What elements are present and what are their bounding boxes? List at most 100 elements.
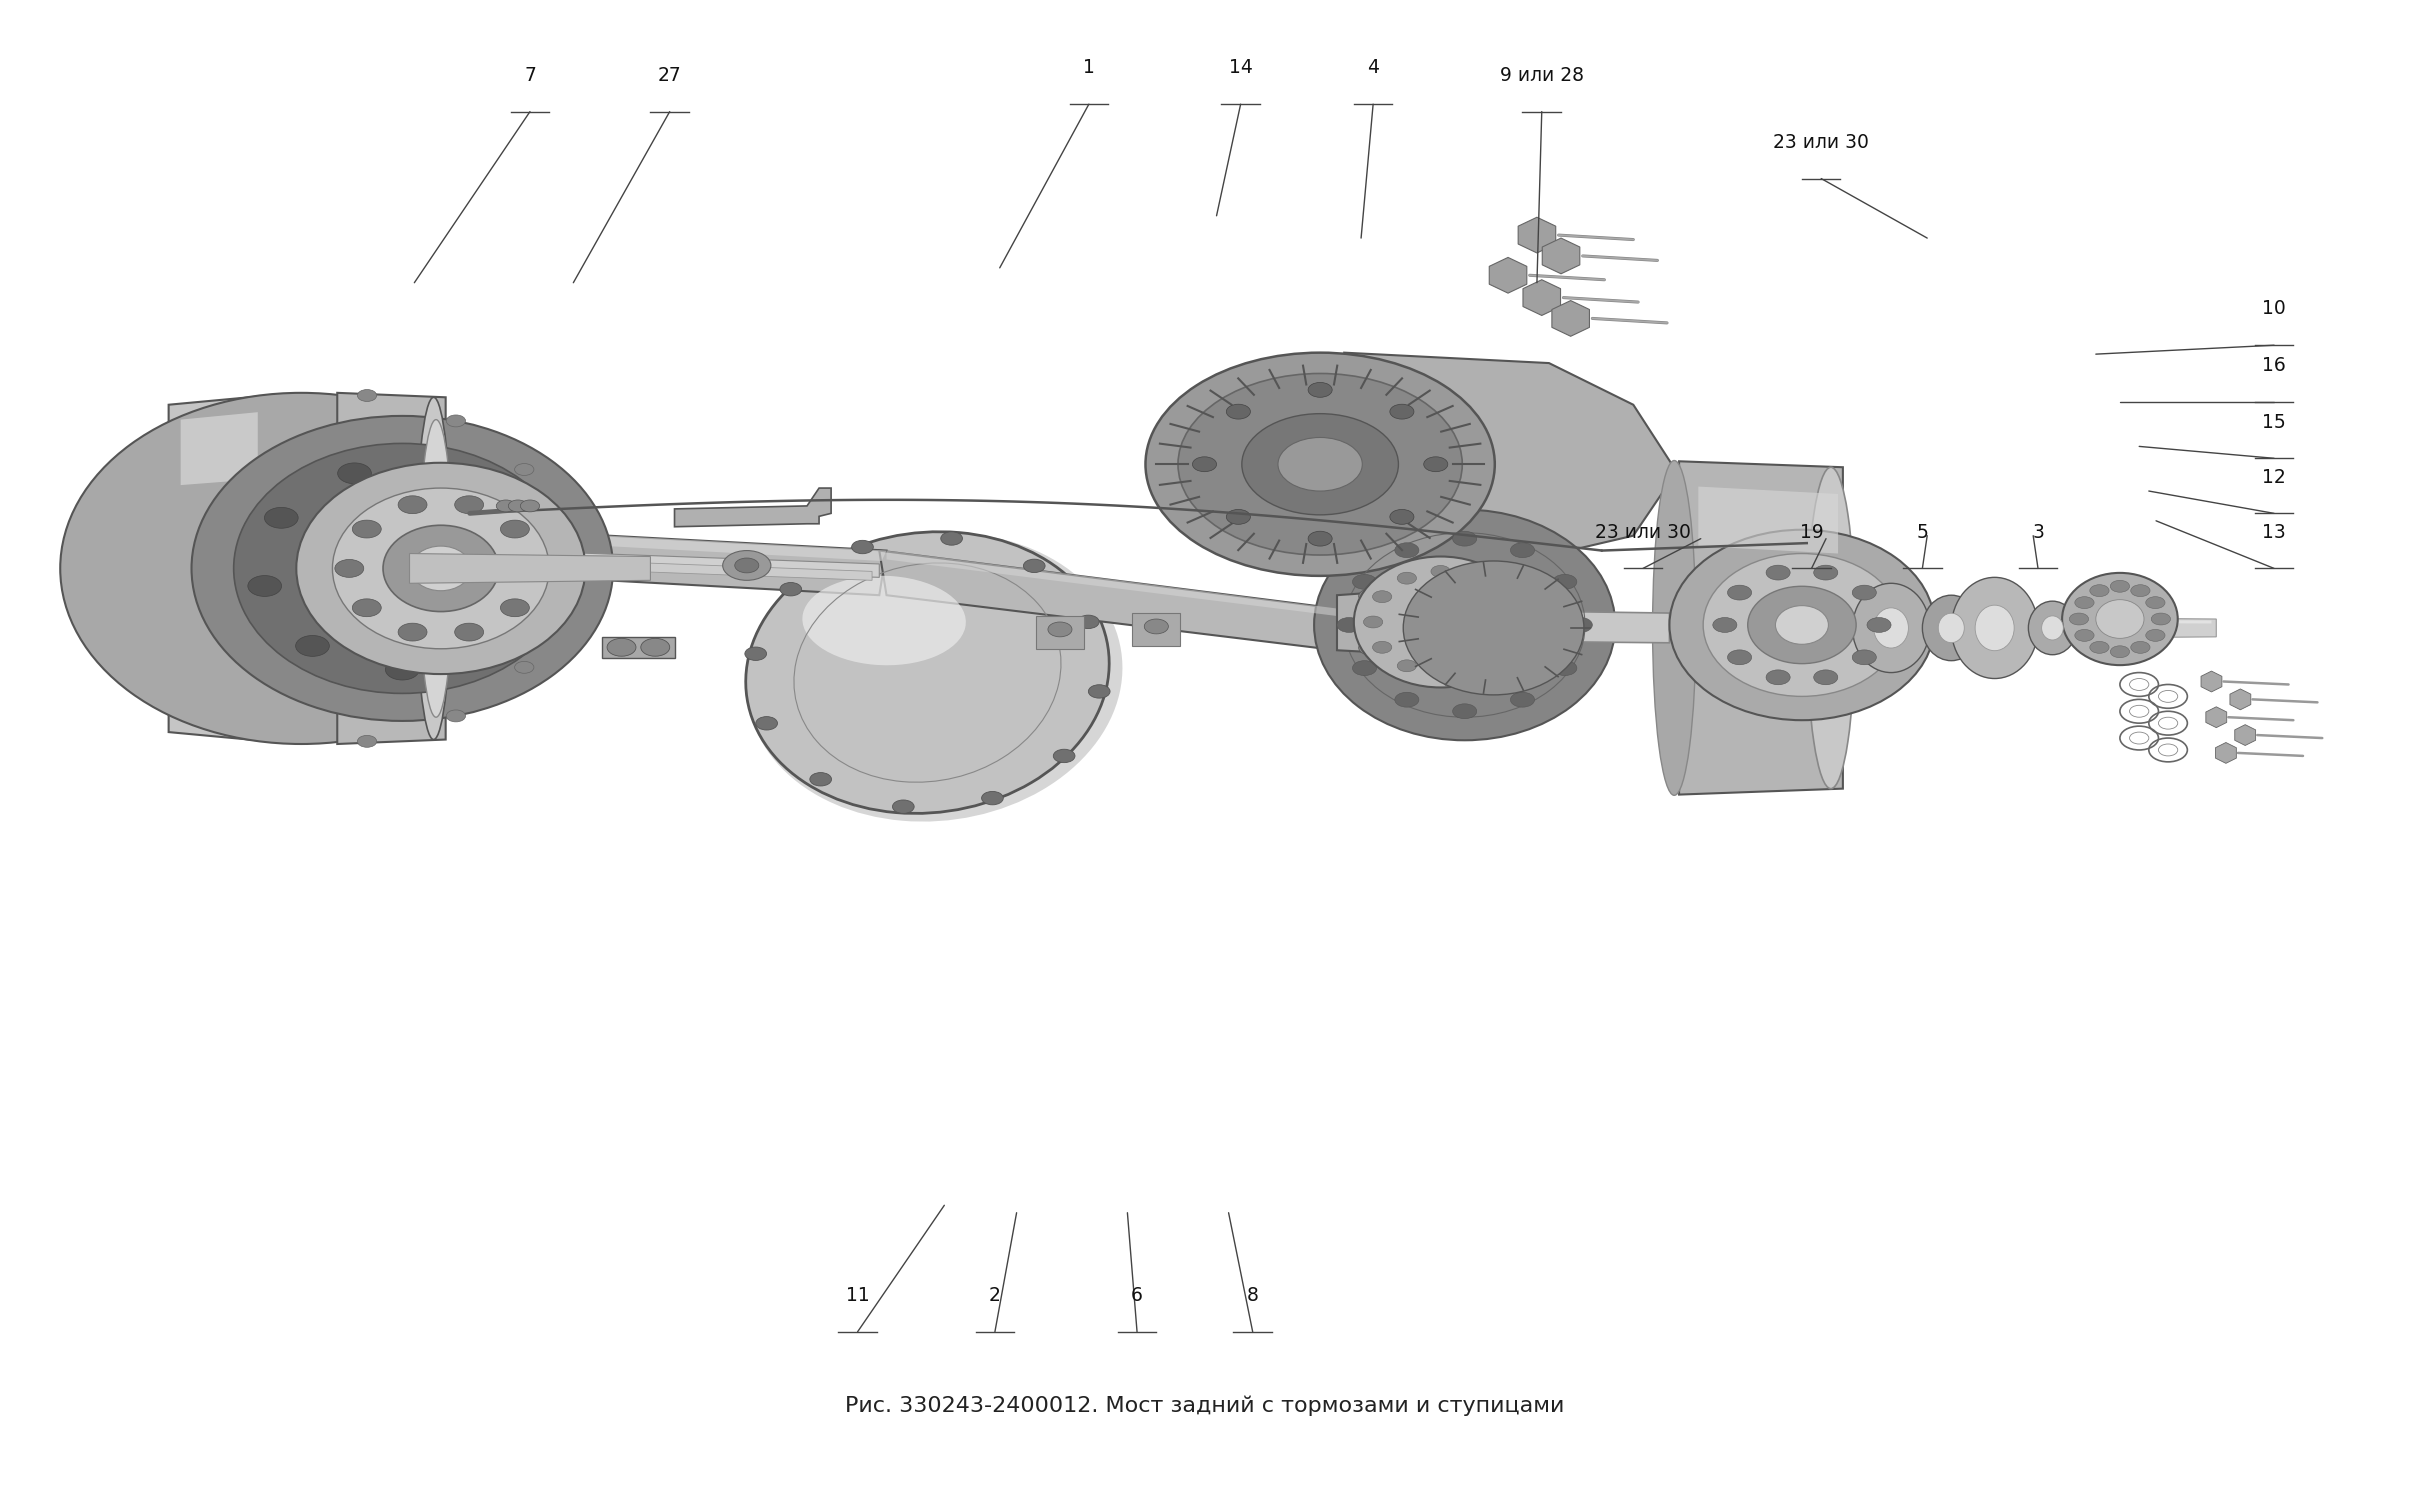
Ellipse shape: [1243, 414, 1397, 515]
Polygon shape: [1551, 301, 1590, 336]
Text: 2: 2: [990, 1286, 1000, 1305]
Text: 19: 19: [1800, 522, 1824, 542]
Circle shape: [1727, 585, 1751, 600]
Ellipse shape: [1922, 595, 1980, 661]
Circle shape: [1390, 509, 1414, 524]
Circle shape: [1395, 543, 1419, 558]
Circle shape: [2074, 629, 2093, 641]
Circle shape: [1077, 615, 1099, 628]
Circle shape: [1853, 585, 1877, 600]
Polygon shape: [2236, 725, 2255, 745]
Text: 6: 6: [1132, 1286, 1142, 1305]
Polygon shape: [2216, 743, 2236, 763]
Ellipse shape: [1703, 554, 1901, 696]
Text: 7: 7: [525, 65, 535, 85]
Ellipse shape: [2028, 601, 2077, 655]
Circle shape: [1453, 704, 1477, 719]
Polygon shape: [1838, 616, 2216, 640]
Text: 3: 3: [2033, 522, 2043, 542]
Circle shape: [2110, 646, 2130, 658]
Circle shape: [1766, 670, 1790, 684]
Circle shape: [1192, 457, 1217, 472]
Circle shape: [1053, 750, 1074, 763]
Polygon shape: [1542, 238, 1580, 274]
Ellipse shape: [1402, 561, 1585, 695]
Circle shape: [385, 659, 419, 680]
Ellipse shape: [1951, 577, 2038, 679]
Text: 8: 8: [1248, 1286, 1257, 1305]
Circle shape: [1814, 670, 1838, 684]
Polygon shape: [2202, 671, 2221, 692]
Circle shape: [1510, 543, 1535, 558]
Circle shape: [335, 559, 364, 577]
Ellipse shape: [1277, 437, 1363, 491]
Polygon shape: [1698, 487, 1838, 554]
Circle shape: [1048, 622, 1072, 637]
Ellipse shape: [234, 443, 571, 693]
Circle shape: [853, 540, 874, 554]
Ellipse shape: [1853, 583, 1930, 673]
Polygon shape: [181, 412, 258, 485]
Circle shape: [980, 792, 1002, 805]
Circle shape: [1337, 618, 1361, 632]
Circle shape: [397, 623, 426, 641]
Polygon shape: [1679, 461, 1843, 795]
Circle shape: [1853, 650, 1877, 665]
Polygon shape: [2207, 707, 2226, 728]
Text: 11: 11: [846, 1286, 870, 1305]
Circle shape: [1359, 589, 1383, 604]
Circle shape: [2151, 613, 2171, 625]
Ellipse shape: [1147, 353, 1494, 576]
Ellipse shape: [1315, 509, 1614, 740]
Circle shape: [1397, 659, 1416, 671]
Circle shape: [2074, 597, 2093, 609]
Circle shape: [446, 415, 465, 427]
Text: 23 или 30: 23 или 30: [1595, 522, 1691, 542]
Polygon shape: [337, 393, 446, 744]
Ellipse shape: [2062, 573, 2178, 665]
Circle shape: [1814, 565, 1838, 580]
Circle shape: [523, 576, 556, 597]
Polygon shape: [1344, 353, 1677, 561]
Circle shape: [1089, 684, 1111, 698]
Circle shape: [397, 496, 426, 513]
Polygon shape: [1036, 616, 1084, 649]
Circle shape: [508, 500, 528, 512]
Ellipse shape: [1354, 557, 1527, 687]
Polygon shape: [879, 551, 1349, 652]
Circle shape: [1226, 509, 1250, 524]
Text: 14: 14: [1229, 58, 1253, 77]
Ellipse shape: [1874, 607, 1908, 649]
Circle shape: [723, 551, 771, 580]
Circle shape: [2130, 585, 2149, 597]
Ellipse shape: [1178, 373, 1462, 555]
Circle shape: [809, 772, 831, 786]
Circle shape: [2146, 597, 2166, 609]
Circle shape: [1395, 692, 1419, 707]
Circle shape: [2069, 613, 2089, 625]
Text: 5: 5: [1918, 522, 1927, 542]
Ellipse shape: [60, 393, 542, 744]
Circle shape: [735, 558, 759, 573]
Circle shape: [607, 638, 636, 656]
Circle shape: [1388, 589, 1412, 604]
Circle shape: [1390, 405, 1414, 420]
Ellipse shape: [1775, 606, 1828, 644]
Polygon shape: [470, 528, 887, 595]
Circle shape: [2110, 580, 2130, 592]
Circle shape: [2091, 585, 2110, 597]
Ellipse shape: [296, 463, 585, 674]
Polygon shape: [472, 557, 872, 580]
Circle shape: [1351, 661, 1376, 676]
Circle shape: [2146, 629, 2166, 641]
Circle shape: [1308, 382, 1332, 397]
Circle shape: [1359, 640, 1383, 655]
Circle shape: [352, 521, 381, 539]
Circle shape: [1498, 616, 1518, 628]
Circle shape: [496, 500, 516, 512]
Circle shape: [1489, 591, 1508, 603]
Circle shape: [1024, 559, 1046, 573]
Ellipse shape: [747, 533, 1123, 821]
Ellipse shape: [332, 488, 549, 649]
Ellipse shape: [1939, 613, 1963, 643]
